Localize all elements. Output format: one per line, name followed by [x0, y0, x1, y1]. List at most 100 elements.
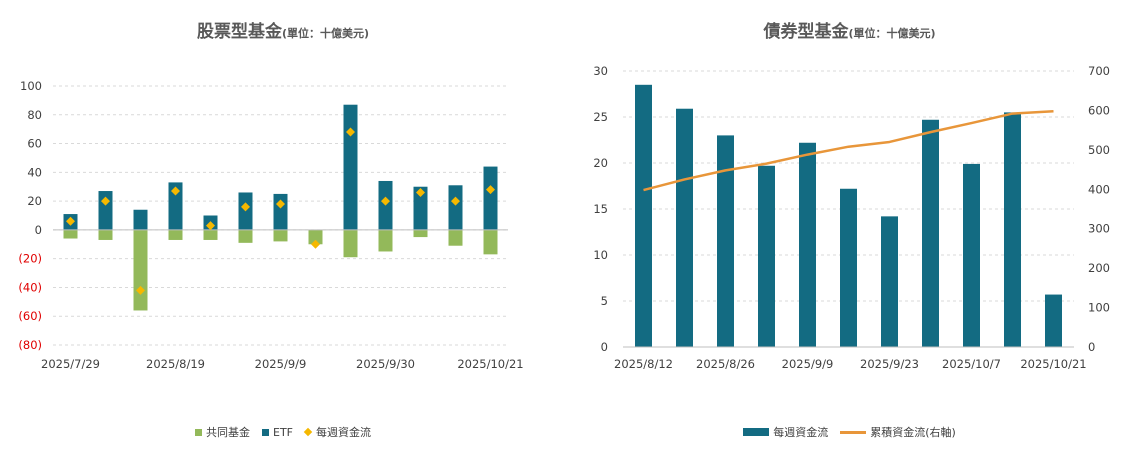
- equity-legend: 共同基金 ETF 每週資金流: [0, 424, 566, 440]
- y2-tick-label: 200: [1088, 261, 1110, 275]
- equity-chart-svg: 100 80 60 40 20 0 (20) (40) (60) (80) 2025/7/29 202…: [18, 79, 523, 371]
- marker-weekly-flow: [416, 187, 425, 197]
- bar-bond-weekly-flow: [1045, 294, 1062, 347]
- bar-mutual-fund: [343, 229, 358, 258]
- y-tick-label: 30: [593, 64, 608, 78]
- marker-weekly-flow: [276, 199, 285, 209]
- marker-weekly-flow: [136, 285, 145, 295]
- bar-etf: [343, 104, 358, 230]
- legend-swatch-weekly-flow: [303, 427, 313, 437]
- bar-mutual-fund: [378, 229, 393, 252]
- x-tick-label: 2025/8/26: [696, 357, 755, 371]
- x-tick-label: 2025/9/9: [782, 357, 834, 371]
- y-tick-label: (80): [18, 338, 42, 352]
- x-tick-label: 2025/10/21: [1020, 357, 1086, 371]
- marker-weekly-flow: [311, 239, 320, 249]
- bar-mutual-fund: [63, 229, 78, 239]
- y-tick-label: (20): [18, 252, 42, 266]
- equity-title-main: 股票型基金: [196, 22, 282, 42]
- y-tick-label: 5: [601, 294, 608, 308]
- legend-item-weekly-flow: 每週資金流: [303, 424, 371, 440]
- bar-bond-weekly-flow: [635, 84, 652, 348]
- legend-swatch-mutual-fund: [195, 428, 202, 436]
- x-tick-label: 2025/8/12: [614, 357, 673, 371]
- bond-chart-svg: 30 25 20 15 10 5 0 700 600 500 400 300 200 100 0 2025/8…: [593, 64, 1110, 371]
- legend-item-cumulative-flow: 累積資金流(右軸): [840, 424, 956, 440]
- legend-label-bond-weekly-flow: 每週資金流: [773, 426, 829, 439]
- bar-bond-weekly-flow: [758, 165, 775, 347]
- y-tick-label: 100: [20, 79, 42, 93]
- x-tick-label: 2025/8/19: [146, 357, 205, 371]
- legend-label-mutual-fund: 共同基金: [206, 426, 250, 439]
- bond-title-main: 債券型基金: [763, 22, 849, 42]
- bar-etf: [273, 193, 288, 230]
- bar-mutual-fund: [308, 229, 323, 245]
- marker-weekly-flow: [451, 196, 460, 206]
- equity-chart-panel: 股票型基金(單位：十億美元) 100 80 60 40 20 0 (20) (40) (60) (…: [0, 0, 566, 453]
- y-tick-label: 10: [593, 248, 608, 262]
- y-tick-label: 60: [27, 137, 42, 151]
- bar-mutual-fund: [413, 229, 428, 238]
- y-tick-label: 40: [27, 165, 42, 179]
- bar-mutual-fund: [273, 229, 288, 242]
- y-tick-label: (40): [18, 280, 42, 294]
- legend-label-weekly-flow: 每週資金流: [316, 426, 371, 439]
- marker-weekly-flow: [346, 127, 355, 137]
- y2-tick-label: 500: [1088, 143, 1110, 157]
- marker-weekly-flow: [66, 216, 75, 226]
- bar-bond-weekly-flow: [1004, 112, 1021, 348]
- y-tick-label: 0: [601, 340, 608, 354]
- bar-etf: [133, 209, 148, 230]
- y-tick-label: 20: [593, 156, 608, 170]
- bar-etf: [413, 186, 428, 230]
- bond-title-unit: (單位：十億美元): [848, 27, 936, 40]
- bar-bond-weekly-flow: [717, 135, 734, 347]
- legend-swatch-cumulative-flow: [840, 430, 867, 434]
- bond-legend: 每週資金流 累積資金流(右軸): [566, 424, 1133, 440]
- legend-label-etf: ETF: [273, 425, 293, 439]
- legend-swatch-etf: [262, 428, 269, 436]
- line-cumulative-flow: [643, 109, 1054, 192]
- bar-mutual-fund: [448, 229, 463, 246]
- legend-swatch-bond-weekly-flow: [743, 428, 770, 436]
- legend-item-mutual-fund: 共同基金: [195, 424, 250, 440]
- bar-etf: [168, 182, 183, 230]
- y2-tick-label: 0: [1088, 340, 1095, 354]
- marker-weekly-flow: [101, 196, 110, 206]
- marker-weekly-flow: [241, 202, 250, 212]
- y-tick-label: 80: [27, 108, 42, 122]
- legend-item-bond-weekly-flow: 每週資金流: [743, 424, 828, 440]
- legend-item-etf: ETF: [262, 426, 293, 439]
- bar-bond-weekly-flow: [963, 163, 980, 347]
- bar-bond-weekly-flow: [881, 216, 898, 347]
- bar-mutual-fund: [483, 229, 498, 255]
- bar-mutual-fund: [238, 229, 253, 243]
- bar-bond-weekly-flow: [840, 188, 857, 347]
- y-tick-label: 0: [35, 223, 42, 237]
- bar-mutual-fund: [133, 229, 148, 311]
- x-tick-label: 2025/7/29: [41, 357, 100, 371]
- y2-tick-label: 100: [1088, 301, 1110, 315]
- y2-tick-label: 300: [1088, 222, 1110, 236]
- x-tick-label: 2025/9/30: [356, 357, 415, 371]
- y-tick-label: 15: [593, 202, 608, 216]
- x-tick-label: 2025/9/9: [255, 357, 307, 371]
- bar-mutual-fund: [168, 229, 183, 240]
- bar-etf: [448, 185, 463, 230]
- marker-weekly-flow: [206, 221, 215, 231]
- x-tick-label: 2025/9/23: [860, 357, 919, 371]
- marker-weekly-flow: [171, 186, 180, 196]
- bar-etf: [483, 166, 498, 230]
- marker-weekly-flow: [381, 196, 390, 206]
- bar-mutual-fund: [98, 229, 113, 240]
- marker-weekly-flow: [486, 185, 495, 195]
- y-tick-label: 20: [27, 194, 42, 208]
- bond-chart-title: 債券型基金(單位：十億美元): [566, 17, 1133, 42]
- x-tick-label: 2025/10/21: [457, 357, 523, 371]
- equity-chart-title: 股票型基金(單位：十億美元): [0, 17, 566, 42]
- y2-tick-label: 400: [1088, 182, 1110, 196]
- y2-tick-label: 600: [1088, 103, 1110, 117]
- bar-bond-weekly-flow: [799, 142, 816, 347]
- bar-mutual-fund: [203, 229, 218, 240]
